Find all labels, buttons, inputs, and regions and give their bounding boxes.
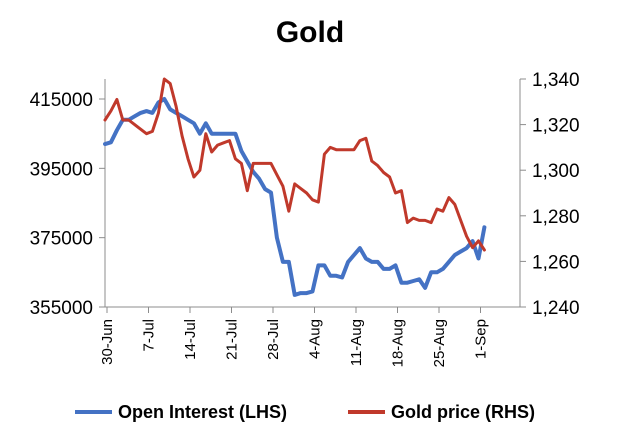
legend: Open Interest (LHS) Gold price (RHS) <box>75 402 535 422</box>
x-tick-label: 11-Aug <box>348 319 365 366</box>
x-axis-ticks: 30-Jun 7-Jul 14-Jul 21-Jul 28-Jul 4-Aug 11-Aug… <box>99 307 490 367</box>
right-tick-label: 1,320 <box>532 116 580 137</box>
right-tick-label: 1,300 <box>532 161 580 182</box>
left-tick-label: 395000 <box>30 159 93 180</box>
series-layer <box>103 77 487 297</box>
series-line-gold-price <box>103 77 486 252</box>
right-axis-ticks: 1,240 1,260 1,280 1,300 1,320 1,340 <box>520 70 580 319</box>
x-tick-label: 4-Aug <box>307 319 324 359</box>
x-tick-label: 21-Jul <box>224 319 241 360</box>
x-tick-label: 30-Jun <box>99 319 116 365</box>
x-tick-label: 7-Jul <box>141 319 158 352</box>
left-tick-label: 375000 <box>30 229 93 250</box>
x-tick-label: 25-Aug <box>431 319 448 367</box>
right-tick-label: 1,340 <box>532 70 580 91</box>
legend-label-gold-price: Gold price (RHS) <box>391 402 535 422</box>
right-tick-label: 1,260 <box>532 252 580 273</box>
legend-label-open-interest: Open Interest (LHS) <box>118 402 287 422</box>
left-tick-label: 355000 <box>30 298 93 319</box>
chart-title: Gold <box>276 16 344 49</box>
left-axis-ticks: 355000 375000 395000 415000 <box>30 90 105 319</box>
series-line-open-interest <box>103 97 487 297</box>
right-tick-label: 1,240 <box>532 298 580 319</box>
x-tick-label: 1-Sep <box>473 319 490 359</box>
right-tick-label: 1,280 <box>532 207 580 228</box>
x-tick-label: 28-Jul <box>265 319 282 360</box>
left-tick-label: 415000 <box>30 90 93 111</box>
x-tick-label: 18-Aug <box>390 319 407 367</box>
x-tick-label: 14-Jul <box>182 319 199 360</box>
axes <box>104 79 521 308</box>
